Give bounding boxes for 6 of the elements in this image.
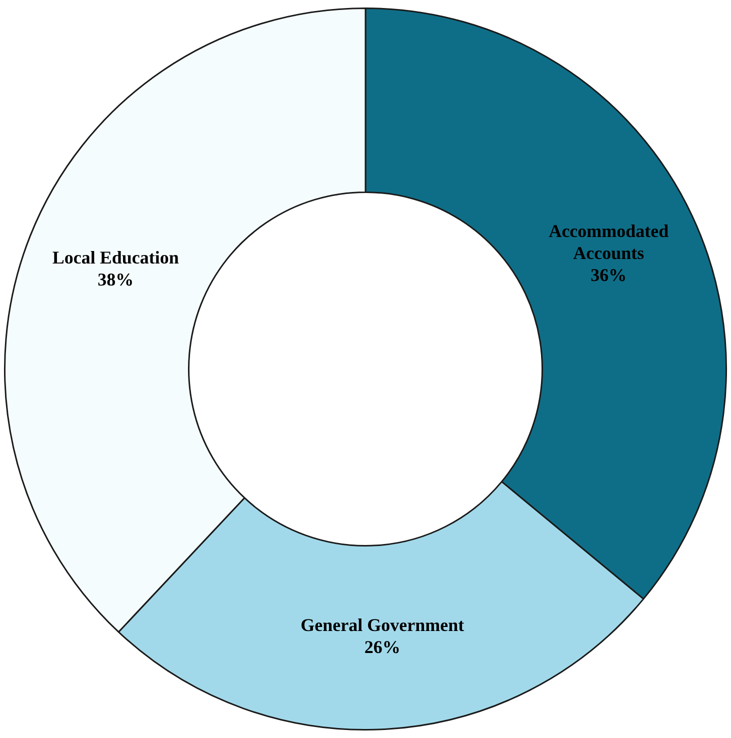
data-label: 26%	[364, 636, 400, 657]
slice-label: Accommodated Accounts	[548, 221, 669, 264]
slice-label: General Government	[300, 614, 464, 635]
slice-label: Local Education	[52, 248, 179, 268]
data-label: 38%	[98, 270, 134, 290]
data-label: 36%	[590, 265, 627, 286]
